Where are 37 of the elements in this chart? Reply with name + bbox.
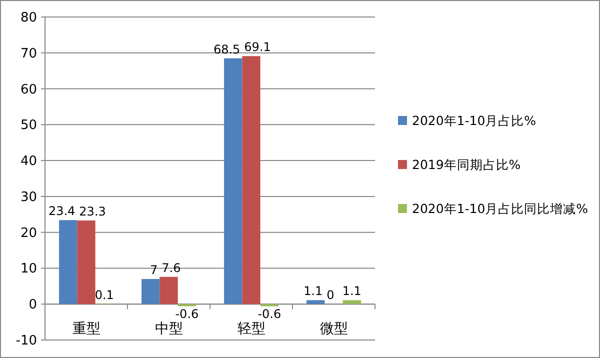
legend-label: 2019年同期占比%: [412, 157, 521, 172]
data-label: 23.4: [48, 204, 76, 218]
x-tick-label: 轻型: [237, 321, 266, 338]
y-tick-label: 80: [20, 10, 37, 26]
bar: [224, 58, 242, 304]
y-tick-label: 30: [20, 190, 37, 205]
data-label: -0.6: [175, 307, 199, 322]
data-label: 7.6: [162, 260, 181, 275]
legend-label: 2020年1-10月占比%: [412, 113, 536, 128]
y-tick-label: 40: [20, 154, 37, 170]
data-label: 0: [326, 288, 334, 302]
x-tick-label: 重型: [72, 321, 100, 338]
y-tick-label: 20: [20, 226, 37, 241]
data-label: 7: [150, 262, 158, 277]
data-label: 23.3: [79, 204, 106, 218]
y-tick-label: -10: [16, 334, 37, 348]
x-tick-label: 中型: [154, 321, 183, 338]
y-tick-label: 70: [20, 46, 37, 62]
y-tick-label: 0: [28, 298, 37, 313]
data-label: 1.1: [342, 284, 362, 298]
legend-label: 2020年1-10月占比同比增减%: [412, 201, 588, 216]
data-label: 1.1: [304, 284, 323, 298]
y-tick-label: 10: [20, 262, 37, 277]
bar: [342, 300, 361, 304]
bar: [160, 276, 178, 304]
data-label: -0.6: [258, 307, 282, 322]
data-label: 68.5: [213, 42, 240, 56]
data-label: 0.1: [94, 288, 114, 302]
bar: [242, 56, 260, 304]
bar: [59, 220, 78, 304]
data-label: 69.1: [244, 40, 271, 54]
y-tick-label: 60: [20, 82, 37, 98]
x-tick-label: 微型: [320, 321, 348, 338]
y-tick-label: 50: [20, 118, 37, 134]
bar: [77, 220, 96, 304]
bar: [142, 278, 160, 304]
bar: [306, 300, 325, 304]
